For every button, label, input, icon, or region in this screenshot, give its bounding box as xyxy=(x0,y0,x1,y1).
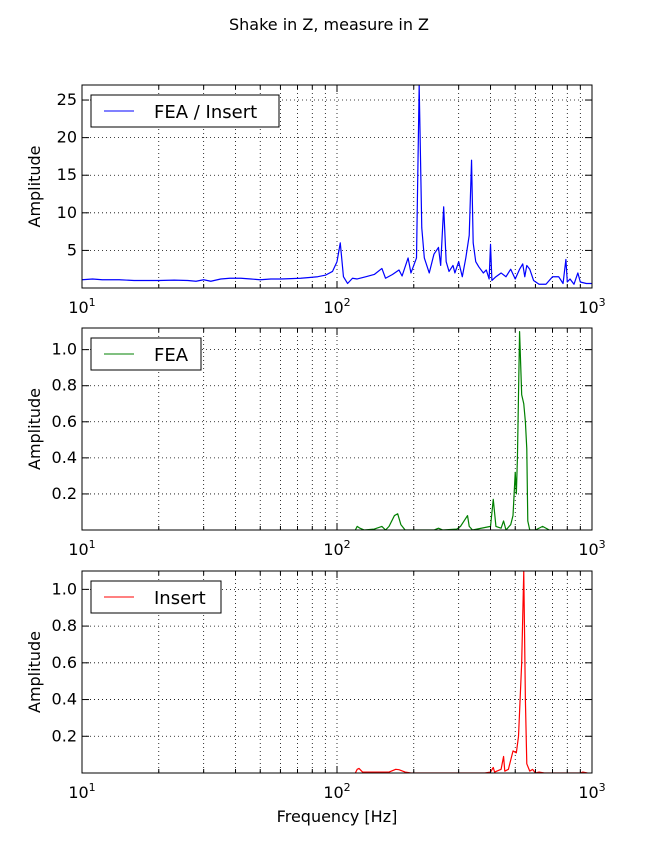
series-line xyxy=(82,85,592,285)
legend-label: Insert xyxy=(154,588,206,609)
legend: Insert xyxy=(90,580,222,614)
y-tick-label: 0.6 xyxy=(52,412,77,431)
y-tick-label: 10 xyxy=(57,203,77,222)
x-tick-label: 103 xyxy=(578,538,605,559)
y-axis-label: Amplitude xyxy=(25,631,44,713)
legend: FEA xyxy=(90,337,202,371)
y-tick-label: 1.0 xyxy=(52,579,77,598)
y-tick-label: 0.2 xyxy=(52,484,77,503)
x-tick-label: 103 xyxy=(578,781,605,802)
x-tick-label: 103 xyxy=(578,296,605,317)
figure-title: Shake in Z, measure in Z xyxy=(229,15,429,34)
y-tick-label: 0.6 xyxy=(52,653,77,672)
x-tick-label: 101 xyxy=(68,781,95,802)
y-tick-labels: 0.2 0.4 0.6 0.8 1.0 xyxy=(52,340,77,503)
y-tick-label: 0.8 xyxy=(52,616,77,635)
y-axis-label: Amplitude xyxy=(25,388,44,470)
y-tick-label: 15 xyxy=(57,165,77,184)
legend-label: FEA xyxy=(154,345,189,366)
series-line xyxy=(354,331,550,530)
y-tick-label: 0.4 xyxy=(52,448,77,467)
x-tick-label: 102 xyxy=(323,296,350,317)
legend-label: FEA / Insert xyxy=(154,102,257,123)
tick-marks xyxy=(81,328,592,530)
y-tick-label: 0.8 xyxy=(52,376,77,395)
data-lines xyxy=(354,571,588,773)
data-lines xyxy=(82,85,592,285)
y-tick-label: 0.4 xyxy=(52,690,77,709)
x-tick-label: 102 xyxy=(323,781,350,802)
tick-marks xyxy=(81,571,592,773)
panel-fea: 101 102 103 0.2 0.4 0.6 0.8 1.0 Amplitude FEA xyxy=(25,327,606,559)
x-tick-label: 101 xyxy=(68,296,95,317)
y-tick-label: 25 xyxy=(57,90,77,109)
legend: FEA / Insert xyxy=(90,94,280,128)
x-tick-labels: 101 102 103 xyxy=(68,538,605,559)
tick-marks xyxy=(81,85,592,288)
y-tick-label: 0.2 xyxy=(52,726,77,745)
x-tick-label: 101 xyxy=(68,538,95,559)
series-line xyxy=(354,571,588,773)
y-tick-labels: 0.2 0.4 0.6 0.8 1.0 xyxy=(52,579,77,745)
y-tick-label: 1.0 xyxy=(52,340,77,359)
y-tick-labels: 5 10 15 20 25 xyxy=(57,90,77,259)
y-axis-label: Amplitude xyxy=(25,146,44,228)
x-tick-labels: 101 102 103 xyxy=(68,296,605,317)
x-tick-labels: 101 102 103 xyxy=(68,781,605,802)
y-tick-label: 20 xyxy=(57,128,77,147)
y-tick-label: 5 xyxy=(67,240,77,259)
x-axis-label: Frequency [Hz] xyxy=(277,807,398,826)
panel-fea-insert: 101 102 103 5 10 15 20 25 Amplitude FEA / Inse… xyxy=(25,84,606,317)
data-lines xyxy=(354,331,550,530)
grid-lines xyxy=(82,85,592,288)
panel-insert: 101 102 103 0.2 0.4 0.6 0.8 1.0 Amplitude Freq… xyxy=(25,570,606,826)
x-tick-label: 102 xyxy=(323,538,350,559)
